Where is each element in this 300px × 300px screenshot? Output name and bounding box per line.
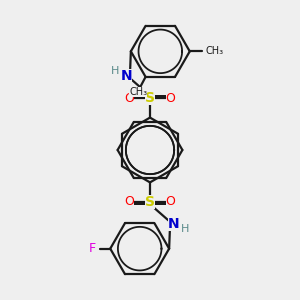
- Text: CH₃: CH₃: [206, 46, 224, 56]
- Text: O: O: [166, 92, 176, 105]
- Text: O: O: [124, 92, 134, 105]
- Text: S: S: [145, 92, 155, 106]
- Text: N: N: [121, 69, 132, 83]
- Text: H: H: [111, 66, 119, 76]
- Text: F: F: [88, 242, 95, 255]
- Text: S: S: [145, 194, 155, 208]
- Text: O: O: [166, 195, 176, 208]
- Text: O: O: [124, 195, 134, 208]
- Text: N: N: [168, 217, 179, 231]
- Text: CH₃: CH₃: [129, 87, 147, 97]
- Text: H: H: [181, 224, 189, 234]
